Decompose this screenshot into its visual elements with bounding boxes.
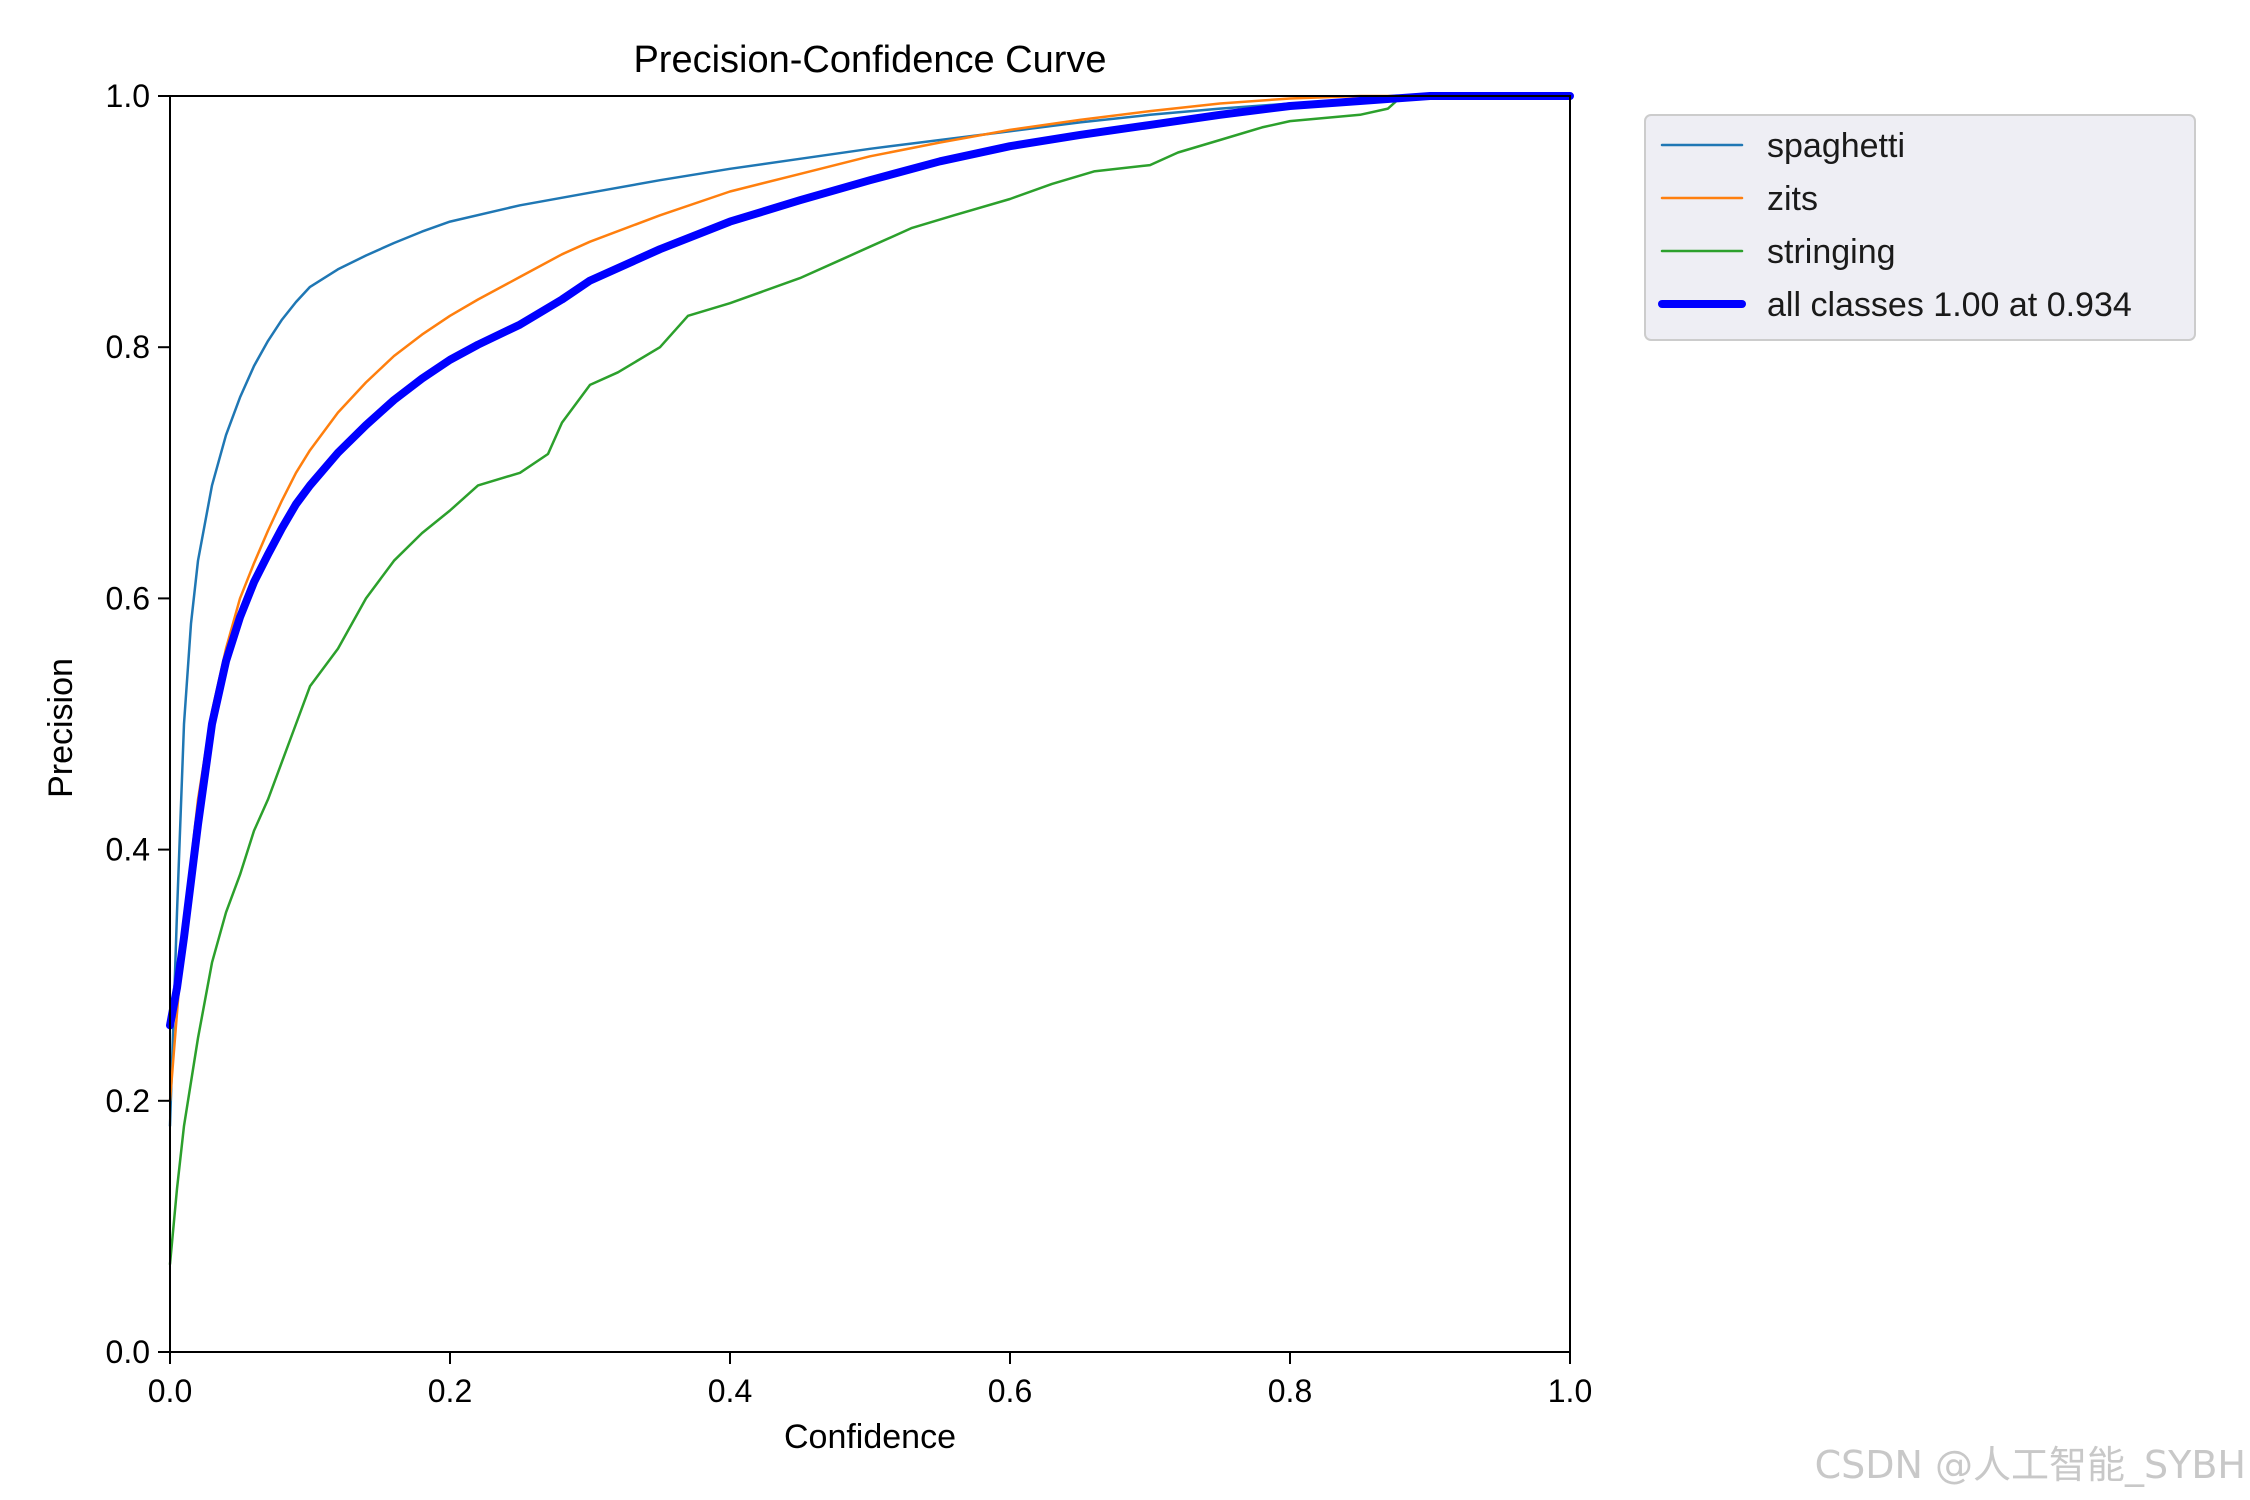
plot-frame: [169, 95, 1571, 1353]
legend-label: zits: [1767, 180, 1818, 218]
x-tick-label: 0.8: [1268, 1373, 1312, 1409]
legend: spaghetti zits stringing all classes 1.00 a…: [1644, 114, 2196, 341]
series-line-zits: [168, 94, 1572, 1103]
legend-label: all classes 1.00 at 0.934: [1767, 286, 2132, 324]
series-line-spaghetti: [168, 94, 1572, 1128]
y-tick-label: 1.0: [106, 78, 150, 114]
chart-title: Precision-Confidence Curve: [633, 39, 1106, 81]
y-tick-label: 0.2: [106, 1083, 150, 1119]
x-tick-label: 0.2: [428, 1373, 472, 1409]
y-tick-label: 0.8: [106, 329, 150, 365]
legend-label: stringing: [1767, 233, 1896, 271]
series-line-stringing: [168, 94, 1572, 1266]
legend-items: spaghetti zits stringing all classes 1.00 a…: [1658, 127, 2132, 324]
y-tick-label: 0.4: [106, 832, 150, 868]
y-axis-label: Precision: [42, 658, 80, 798]
legend-box: [1644, 114, 2196, 341]
x-tick-label: 1.0: [1548, 1373, 1592, 1409]
legend-label: spaghetti: [1767, 127, 1905, 165]
lines-layer: [166, 92, 1574, 1266]
series-line-all: [166, 92, 1574, 1030]
x-tick-label: 0.6: [988, 1373, 1032, 1409]
watermark-text: CSDN @人工智能_SYBH: [1815, 1443, 2246, 1487]
y-tick-label: 0.0: [106, 1334, 150, 1370]
x-tick-label: 0.4: [708, 1373, 752, 1409]
axis-ticks: 0.0 0.2 0.4 0.6 0.8 1.0 0.0 0.2 0.4 0.6 0.8 1.0: [106, 78, 1593, 1409]
y-tick-label: 0.6: [106, 580, 150, 616]
x-tick-label: 0.0: [148, 1373, 192, 1409]
x-axis-label: Confidence: [784, 1418, 956, 1456]
